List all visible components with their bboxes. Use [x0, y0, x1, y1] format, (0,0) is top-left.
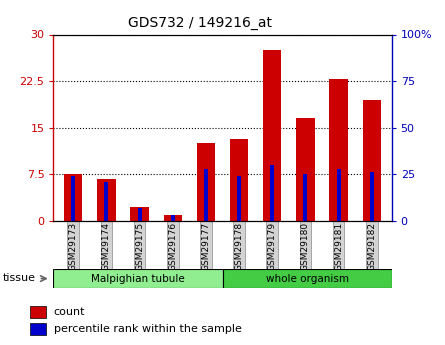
Bar: [164, 215, 182, 221]
Bar: [71, 176, 75, 221]
Bar: [303, 174, 307, 221]
FancyBboxPatch shape: [53, 269, 222, 288]
Text: GDS732 / 149216_at: GDS732 / 149216_at: [128, 16, 272, 30]
Bar: [138, 208, 142, 221]
Text: Malpighian tubule: Malpighian tubule: [91, 274, 185, 284]
Bar: [105, 182, 109, 221]
Bar: [336, 169, 340, 221]
Bar: [130, 207, 149, 221]
Bar: [171, 215, 175, 221]
Bar: [329, 79, 348, 221]
Bar: [230, 139, 248, 221]
Bar: [263, 50, 281, 221]
FancyBboxPatch shape: [222, 269, 392, 288]
Bar: [64, 174, 82, 221]
Bar: [237, 176, 241, 221]
Bar: [30, 306, 46, 318]
Text: tissue: tissue: [3, 273, 36, 283]
Bar: [97, 179, 116, 221]
Bar: [270, 165, 274, 221]
Text: whole organism: whole organism: [266, 274, 348, 284]
Bar: [30, 323, 46, 335]
Text: percentile rank within the sample: percentile rank within the sample: [53, 325, 242, 334]
Text: count: count: [53, 307, 85, 317]
Bar: [296, 118, 315, 221]
Bar: [204, 169, 208, 221]
Bar: [363, 100, 381, 221]
Bar: [197, 143, 215, 221]
Bar: [370, 172, 374, 221]
